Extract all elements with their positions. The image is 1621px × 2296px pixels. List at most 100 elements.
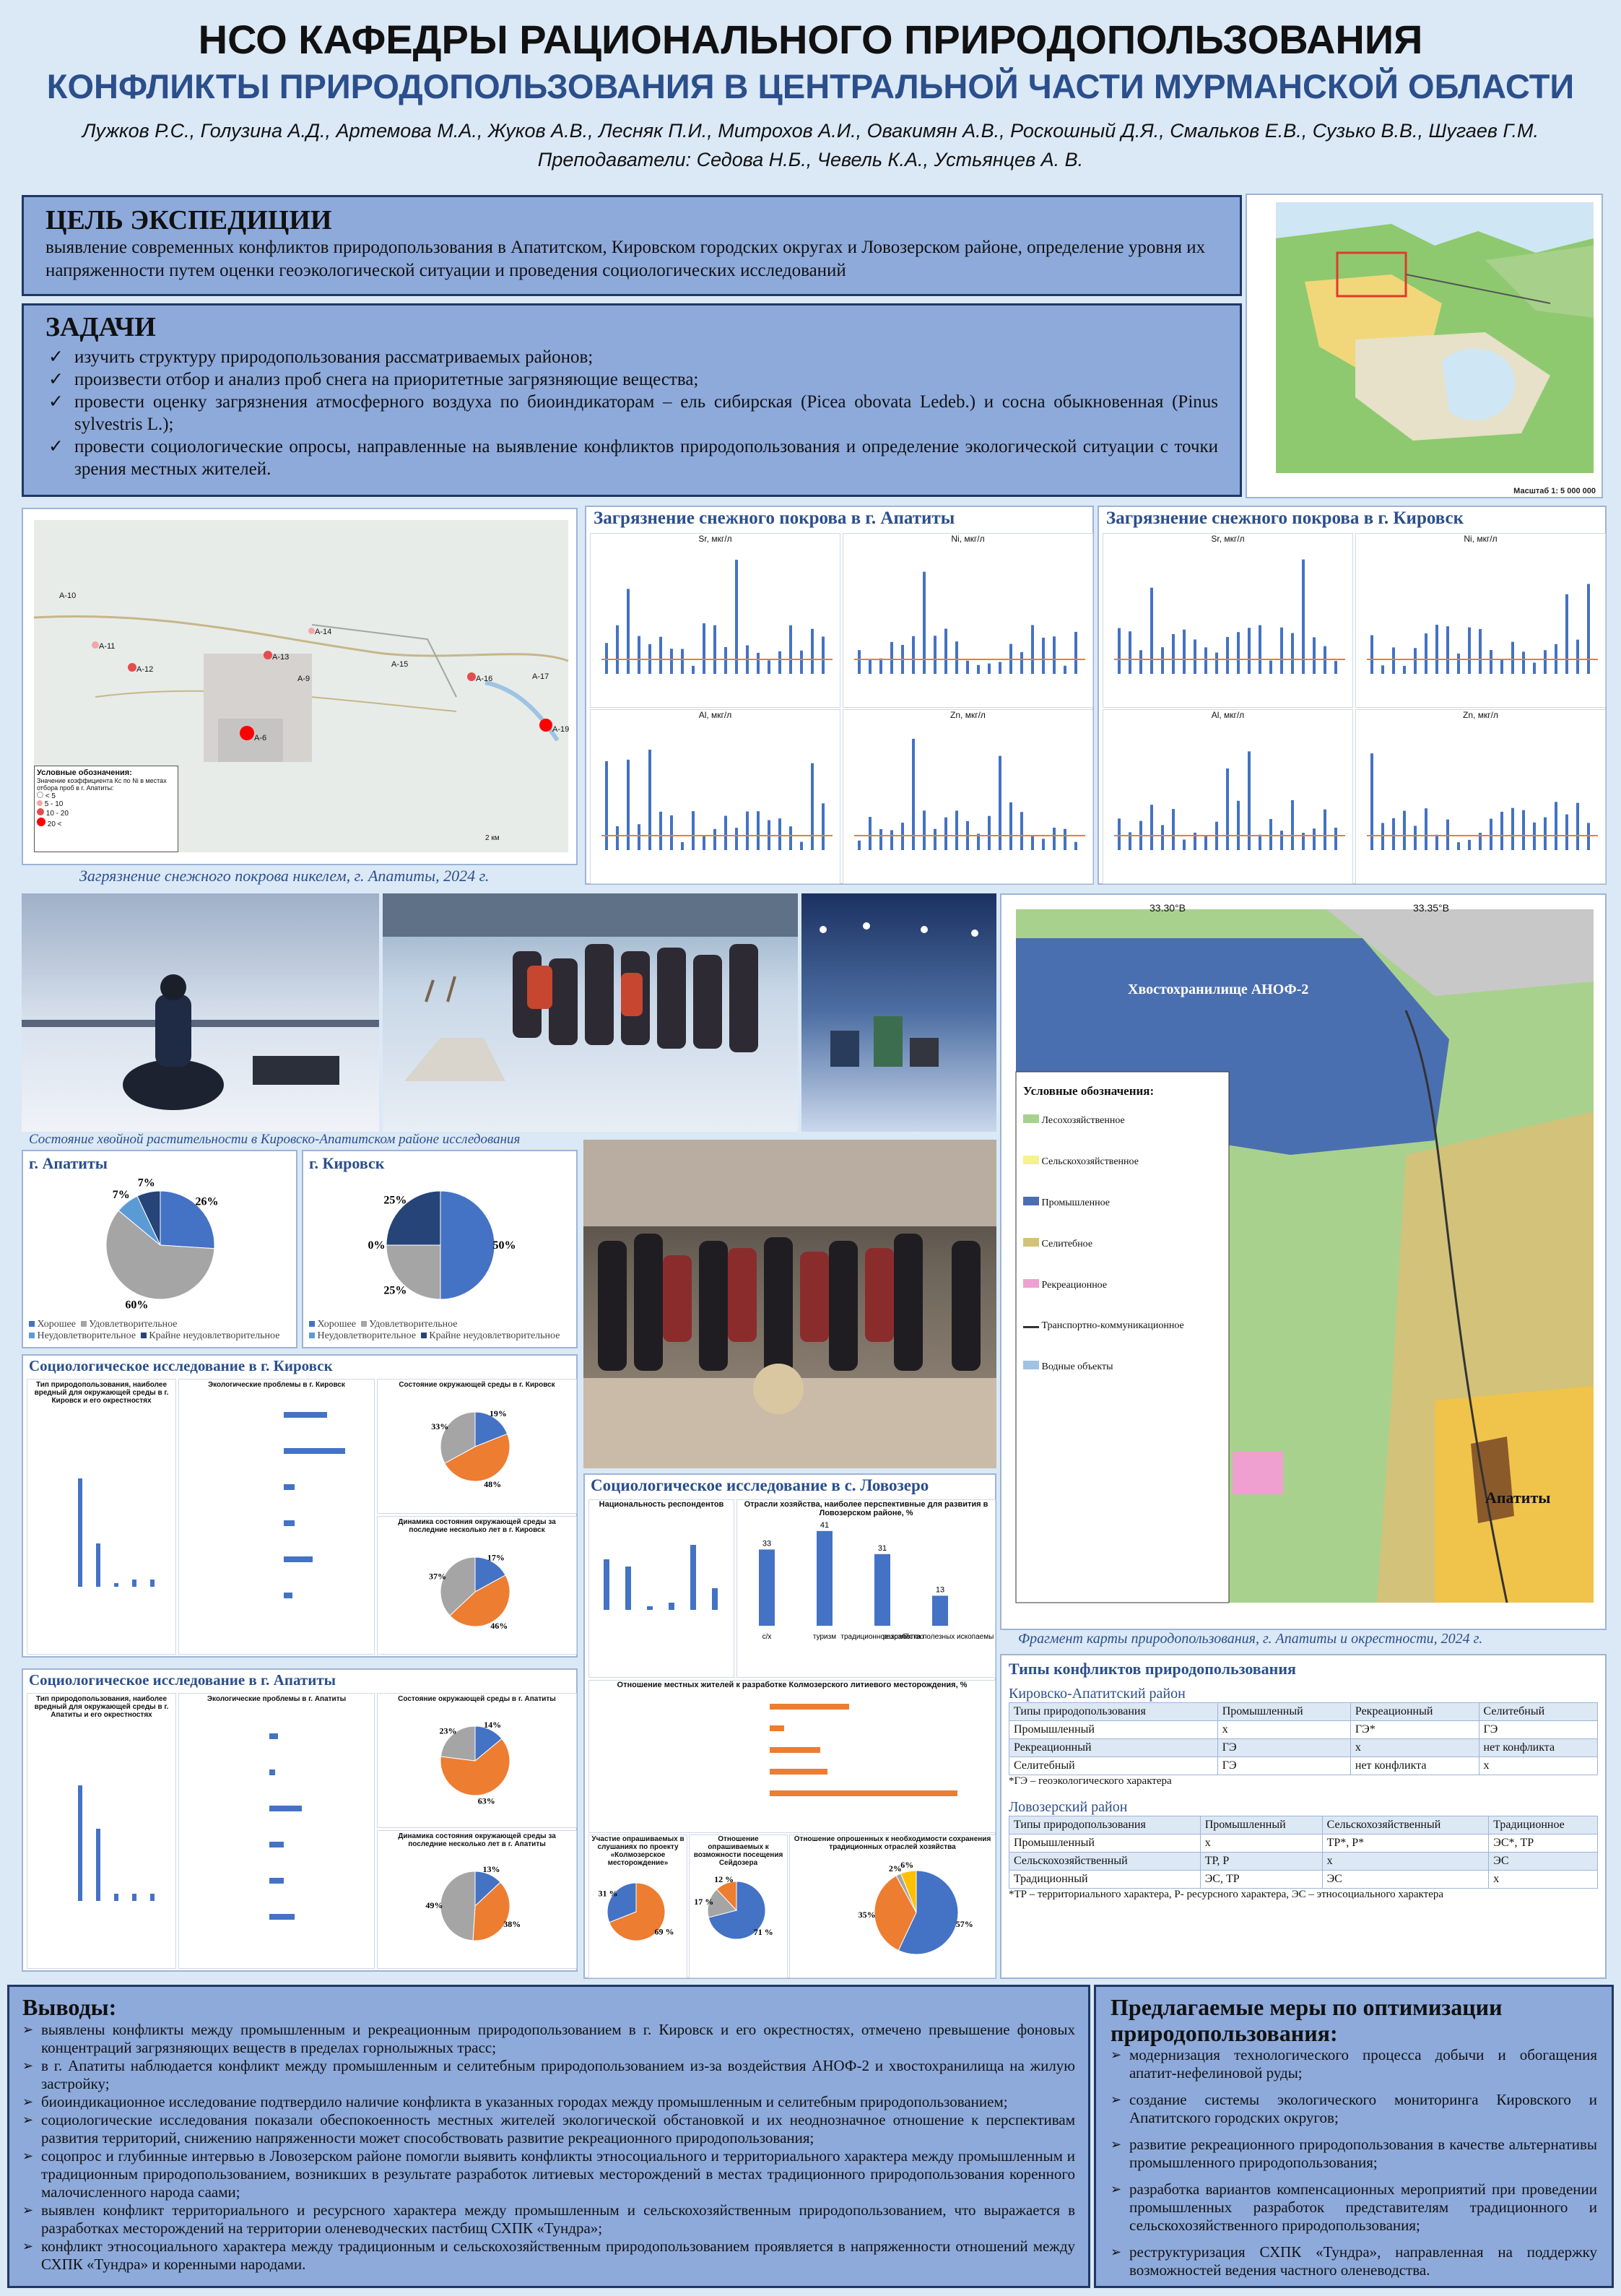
pie-label: 71 % bbox=[754, 1927, 773, 1937]
bar bbox=[1370, 753, 1373, 850]
pie-slice bbox=[440, 1725, 476, 1762]
bar bbox=[1392, 818, 1395, 850]
poster-title: НСО КАФЕДРЫ РАЦИОНАЛЬНОГО ПРИРОДОПОЛЬЗОВ… bbox=[198, 17, 1423, 62]
pie-slice bbox=[440, 1738, 510, 1796]
measures-title: Предлагаемые меры по оптимизации природо… bbox=[1111, 1994, 1503, 2046]
pie-slice bbox=[898, 1870, 959, 1955]
photo-group-indoor bbox=[583, 1140, 996, 1468]
pie-label: 17 % bbox=[694, 1897, 713, 1907]
bar bbox=[955, 641, 958, 674]
sample-point-a6: А-6 bbox=[240, 726, 266, 744]
bar bbox=[966, 660, 969, 674]
bar bbox=[1161, 825, 1164, 850]
bar bbox=[692, 811, 695, 850]
conclusion-item: соцопрос и глубинные интервью в Ловозерс… bbox=[22, 2147, 1075, 2201]
bar bbox=[999, 755, 1001, 850]
bar bbox=[988, 663, 991, 674]
land-map-image bbox=[1015, 909, 1594, 1603]
bar bbox=[1280, 831, 1283, 850]
conifer-kirovsk-panel: г. Кировск 50% 25% 0% 25% Хорошее Удовлетво… bbox=[302, 1150, 578, 1348]
bar bbox=[1248, 628, 1251, 674]
tasks-panel: ЗАДАЧИ изучить структуру природопользова… bbox=[22, 303, 1242, 497]
bar bbox=[638, 636, 640, 674]
bar bbox=[1291, 800, 1294, 850]
bar bbox=[1522, 651, 1525, 674]
bar bbox=[1435, 625, 1438, 674]
bar bbox=[811, 628, 814, 674]
bar bbox=[1183, 629, 1186, 674]
bar bbox=[869, 659, 872, 674]
bar-category: разработка полезных ископаемых bbox=[883, 1632, 994, 1641]
conflicts-ka-title: Кировско-Апатитский район bbox=[1009, 1686, 1186, 1702]
conifer-kirovsk-pie: 50% 25% 0% 25% bbox=[368, 1190, 516, 1300]
pie-slice bbox=[474, 1411, 508, 1447]
bar bbox=[1259, 625, 1261, 674]
survey-apatity-title: Социологическое исследование в г. Апатит… bbox=[29, 1671, 336, 1689]
bar bbox=[1533, 662, 1536, 674]
bar bbox=[1490, 649, 1492, 674]
pie-label: 38% bbox=[503, 1919, 521, 1929]
bar bbox=[817, 1530, 833, 1626]
bar bbox=[1269, 660, 1272, 674]
task-item: произвести отбор и анализ проб снега на … bbox=[45, 368, 1218, 391]
bar bbox=[757, 652, 760, 674]
bar bbox=[800, 650, 803, 674]
snow-apatity-chart-al: Al, мкг/л bbox=[590, 709, 840, 884]
conflicts-lv-table: Типы природопользования Промышленный Сельс… bbox=[1009, 1816, 1598, 1889]
bar bbox=[1172, 809, 1175, 850]
bar bbox=[858, 650, 861, 674]
bar bbox=[1500, 659, 1503, 674]
pie-slice bbox=[386, 1190, 441, 1246]
bar bbox=[1555, 802, 1557, 850]
bar bbox=[1204, 647, 1207, 674]
pie-label: 25% bbox=[383, 1194, 407, 1206]
snow-kirovsk-panel: Загрязнение снежного покрова в г. Кировс… bbox=[1098, 506, 1607, 885]
bar bbox=[1302, 833, 1305, 850]
bar-label: 33 bbox=[762, 1539, 771, 1548]
bar bbox=[1446, 626, 1449, 674]
pie-slice bbox=[449, 1574, 510, 1627]
bar bbox=[616, 625, 619, 674]
bar bbox=[659, 636, 662, 674]
conflicts-lv-title: Ловозерский район bbox=[1009, 1799, 1128, 1815]
bar bbox=[1587, 823, 1590, 850]
bar bbox=[1544, 817, 1547, 850]
survey-lovozero-c5: Отношение опрашиваемых к возможности пос… bbox=[689, 1834, 788, 1978]
pie-slice bbox=[440, 1190, 495, 1300]
survey-lovozero-c4: Участие опрашиваемых в слушаниях по прое… bbox=[588, 1834, 687, 1978]
sample-point-a12: А-12 bbox=[128, 662, 153, 675]
survey-lovozero-title: Социологическое исследование в с. Ловозе… bbox=[591, 1476, 929, 1494]
bar bbox=[681, 649, 684, 674]
sample-point-a19: А-19 bbox=[539, 719, 569, 735]
bar bbox=[1403, 810, 1406, 850]
bar bbox=[1511, 807, 1514, 850]
bar bbox=[1324, 809, 1326, 850]
bar bbox=[724, 646, 727, 674]
nickel-map: А-10 А-11 А-12 А-13 А-14 А-15 А-16 А-17 … bbox=[22, 508, 578, 865]
pie-label: 33% bbox=[431, 1421, 448, 1431]
bar bbox=[1457, 653, 1460, 674]
conflicts-title: Типы конфликтов природопользования bbox=[1009, 1660, 1296, 1678]
bar bbox=[822, 803, 825, 850]
conclusion-item: выявлен конфликт территориального и ресу… bbox=[22, 2201, 1075, 2237]
pie-slice bbox=[440, 1556, 476, 1616]
conifer-kirovsk-legend: Хорошее Удовлетворительное Неудовлетвори… bbox=[309, 1319, 576, 1342]
bar bbox=[934, 636, 936, 674]
bar bbox=[759, 1549, 775, 1626]
bar bbox=[1150, 805, 1153, 850]
pie-label: 60% bbox=[125, 1299, 148, 1311]
survey-apatity-c4: Динамика состояния окружающей среды за п… bbox=[377, 1830, 577, 1969]
measure-item: разработка вариантов компенсационных мер… bbox=[1111, 2180, 1597, 2235]
bar bbox=[659, 811, 662, 850]
survey-kirovsk-c4: Динамика состояния окружающей среды за п… bbox=[377, 1516, 577, 1655]
bar bbox=[1435, 834, 1438, 850]
bar bbox=[1053, 636, 1056, 674]
bar bbox=[778, 651, 781, 674]
conifer-apatity-title: г. Апатиты bbox=[29, 1154, 108, 1172]
bar bbox=[703, 623, 705, 674]
conifer-apatity-legend: Хорошее Удовлетворительное Неудовлетвори… bbox=[29, 1319, 296, 1342]
bar bbox=[627, 759, 630, 850]
pie-label: 23% bbox=[440, 1726, 457, 1736]
bar bbox=[1183, 839, 1186, 850]
pie-label: 26% bbox=[196, 1195, 219, 1208]
